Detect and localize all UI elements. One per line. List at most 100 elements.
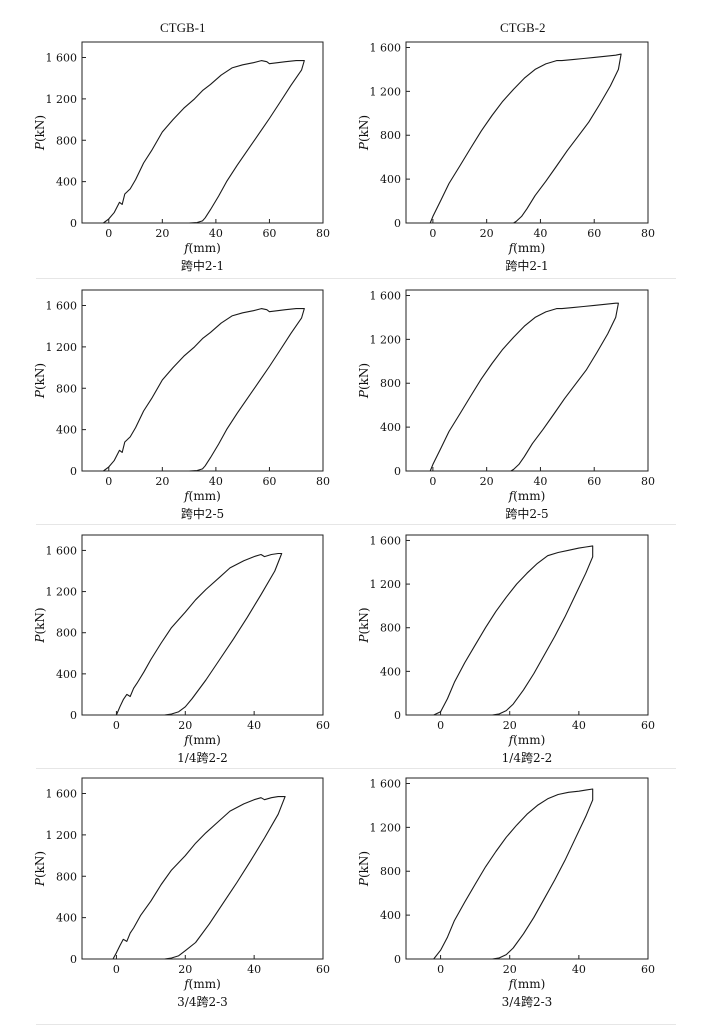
y-tick-label: 0 bbox=[70, 217, 77, 230]
y-axis-unit: (kN) bbox=[33, 851, 47, 878]
x-axis-unit: (mm) bbox=[189, 489, 221, 503]
y-tick-label: 800 bbox=[56, 627, 77, 640]
y-axis-variable: P bbox=[33, 634, 47, 644]
x-tick-label: 20 bbox=[155, 227, 169, 240]
x-axis-label: f(mm) bbox=[183, 977, 221, 991]
y-tick-label: 400 bbox=[380, 665, 401, 678]
chart-panel-6: 0 20 40 60 0 400 800 1 200 1 600 P(kN) f(mm) 1/4跨2-… bbox=[357, 534, 655, 765]
load-deflection-curve bbox=[429, 53, 622, 224]
y-axis-unit: (kN) bbox=[33, 607, 47, 634]
plot-frame bbox=[405, 41, 649, 224]
panel-caption: 跨中2-1 bbox=[505, 258, 548, 273]
x-tick-label: 40 bbox=[533, 475, 547, 488]
x-axis-unit: (mm) bbox=[189, 977, 221, 991]
x-axis-unit: (mm) bbox=[513, 489, 545, 503]
y-tick-label: 800 bbox=[56, 134, 77, 147]
x-tick-label: 60 bbox=[316, 963, 330, 976]
y-tick-label: 0 bbox=[394, 465, 401, 478]
x-tick-label: 80 bbox=[641, 227, 655, 240]
x-axis-variable: f bbox=[183, 489, 191, 503]
x-tick-label: 40 bbox=[572, 963, 586, 976]
x-tick-label: 0 bbox=[105, 475, 112, 488]
y-axis-variable: P bbox=[357, 877, 371, 887]
y-tick-label: 0 bbox=[394, 709, 401, 722]
x-tick-label: 40 bbox=[209, 475, 223, 488]
x-tick-label: 20 bbox=[480, 227, 494, 240]
panel-caption: 跨中2-5 bbox=[181, 506, 224, 521]
y-tick-label: 800 bbox=[380, 129, 401, 142]
panel-separator bbox=[36, 1024, 676, 1025]
panel-separator bbox=[36, 524, 676, 525]
chart-panel-7: 0 20 40 60 0 400 800 1 200 1 600 P(kN) f(mm) 3/4跨2-… bbox=[33, 777, 330, 1009]
x-axis-label: f(mm) bbox=[183, 733, 221, 747]
y-tick-label: 0 bbox=[394, 953, 401, 966]
plot-frame bbox=[81, 289, 324, 472]
y-tick-label: 1 200 bbox=[370, 578, 402, 591]
panel-separator bbox=[36, 768, 676, 769]
load-deflection-curve bbox=[433, 545, 594, 716]
y-tick-label: 400 bbox=[56, 668, 77, 681]
panel-caption: 跨中2-1 bbox=[181, 258, 224, 273]
column-title-ctgb-1: CTGB-1 bbox=[160, 20, 206, 35]
y-tick-label: 1 200 bbox=[46, 341, 78, 354]
y-axis-variable: P bbox=[33, 877, 47, 887]
plot-frame bbox=[405, 289, 649, 472]
y-tick-label: 1 600 bbox=[370, 41, 402, 54]
x-axis-unit: (mm) bbox=[513, 977, 545, 991]
y-tick-label: 1 200 bbox=[46, 93, 78, 106]
x-tick-label: 20 bbox=[178, 963, 192, 976]
x-axis-label: f(mm) bbox=[183, 489, 221, 503]
y-tick-label: 800 bbox=[56, 382, 77, 395]
x-tick-label: 0 bbox=[429, 475, 436, 488]
load-deflection-curve bbox=[115, 552, 283, 716]
y-tick-label: 1 200 bbox=[370, 85, 402, 98]
y-tick-label: 0 bbox=[70, 465, 77, 478]
y-tick-label: 800 bbox=[380, 377, 401, 390]
y-axis-label: P(kN) bbox=[33, 115, 47, 151]
x-tick-label: 0 bbox=[105, 227, 112, 240]
y-axis-label: P(kN) bbox=[33, 607, 47, 643]
x-tick-label: 60 bbox=[641, 719, 655, 732]
x-tick-label: 60 bbox=[587, 227, 601, 240]
y-tick-label: 1 200 bbox=[370, 333, 402, 346]
y-axis-variable: P bbox=[357, 634, 371, 644]
x-tick-label: 20 bbox=[155, 475, 169, 488]
x-tick-label: 60 bbox=[262, 227, 276, 240]
y-tick-label: 800 bbox=[380, 865, 401, 878]
x-tick-label: 40 bbox=[533, 227, 547, 240]
x-tick-label: 40 bbox=[247, 963, 261, 976]
y-axis-unit: (kN) bbox=[357, 607, 371, 634]
x-tick-label: 20 bbox=[480, 475, 494, 488]
y-tick-label: 1 600 bbox=[46, 300, 78, 313]
y-axis-label: P(kN) bbox=[33, 851, 47, 887]
x-axis-label: f(mm) bbox=[508, 489, 546, 503]
y-tick-label: 400 bbox=[380, 909, 401, 922]
x-tick-label: 40 bbox=[572, 719, 586, 732]
panel-caption: 3/4跨2-3 bbox=[502, 995, 553, 1009]
y-tick-label: 400 bbox=[56, 176, 77, 189]
x-tick-label: 40 bbox=[209, 227, 223, 240]
x-axis-label: f(mm) bbox=[508, 733, 546, 747]
x-tick-label: 80 bbox=[641, 475, 655, 488]
x-axis-label: f(mm) bbox=[508, 977, 546, 991]
chart-panel-5: 0 20 40 60 0 400 800 1 200 1 600 P(kN) f(mm) 1/4跨2-… bbox=[33, 534, 330, 765]
x-axis-label: f(mm) bbox=[508, 241, 546, 255]
y-tick-label: 1 600 bbox=[46, 544, 78, 557]
x-tick-label: 20 bbox=[503, 963, 517, 976]
y-axis-unit: (kN) bbox=[357, 363, 371, 390]
y-axis-variable: P bbox=[357, 141, 371, 151]
x-axis-variable: f bbox=[508, 241, 516, 255]
y-tick-label: 1 600 bbox=[46, 52, 78, 65]
y-axis-unit: (kN) bbox=[357, 851, 371, 878]
y-tick-label: 400 bbox=[56, 912, 77, 925]
y-tick-label: 800 bbox=[56, 870, 77, 883]
y-axis-unit: (kN) bbox=[33, 115, 47, 142]
x-axis-unit: (mm) bbox=[513, 241, 545, 255]
y-tick-label: 800 bbox=[380, 622, 401, 635]
x-tick-label: 0 bbox=[113, 963, 120, 976]
load-deflection-curve bbox=[429, 302, 619, 472]
y-tick-label: 0 bbox=[394, 217, 401, 230]
